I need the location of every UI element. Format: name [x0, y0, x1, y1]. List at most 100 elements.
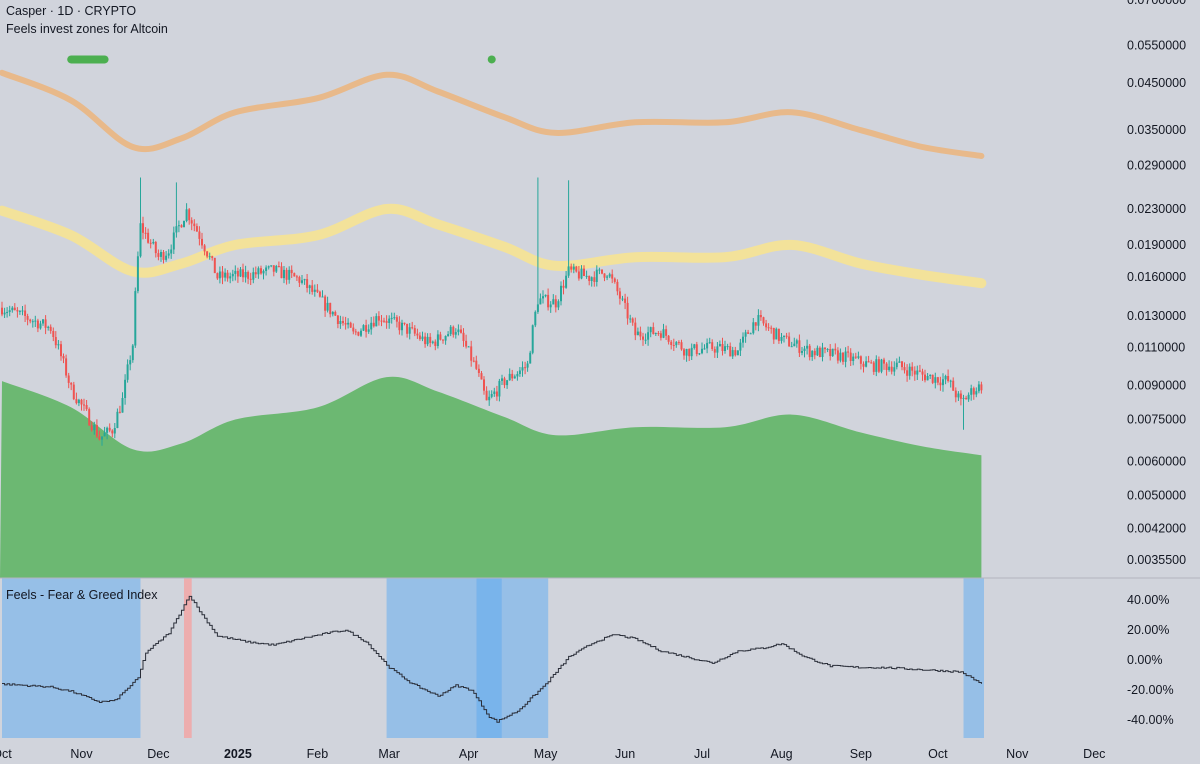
candle-down [190, 220, 193, 224]
candle-up [183, 221, 185, 228]
candle-down [670, 341, 673, 345]
candle-down [770, 327, 773, 329]
candle-up [218, 271, 221, 279]
candle-down [142, 223, 144, 233]
greed-zone [184, 578, 192, 738]
candle-down [980, 384, 983, 391]
candle-up [816, 347, 819, 356]
candle-up [401, 322, 403, 331]
candle-down [88, 409, 91, 426]
candle-down [380, 320, 383, 322]
candle-up [811, 350, 814, 357]
candle-down [1, 307, 3, 315]
candle-down [849, 352, 852, 361]
candle-down [680, 342, 683, 350]
candle-down [952, 380, 955, 391]
candle-up [962, 397, 965, 399]
candle-up [326, 302, 329, 311]
candle-down [836, 350, 839, 361]
candle-down [462, 332, 465, 341]
candle-up [47, 326, 50, 328]
candle-up [621, 298, 624, 300]
candle-up [313, 289, 316, 292]
candle-up [508, 373, 511, 381]
candle-down [72, 384, 75, 400]
candle-down [65, 358, 68, 376]
candle-up [244, 272, 247, 278]
fear-greed-line [2, 595, 982, 723]
candle-down [788, 336, 791, 347]
candle-down [85, 405, 88, 410]
candle-down [316, 289, 319, 292]
candle-down [601, 269, 603, 274]
candle-up [888, 366, 891, 371]
candle-down [695, 344, 698, 355]
candle-up [780, 337, 783, 341]
candle-up [529, 352, 532, 364]
price-tick-label: 0.0230000 [1127, 202, 1186, 216]
candle-down [959, 393, 962, 399]
candle-down [470, 346, 473, 361]
candle-down [416, 333, 419, 336]
upper-band-line [0, 69, 985, 159]
candle-up [749, 333, 752, 335]
candle-up [685, 349, 688, 356]
candle-down [118, 411, 121, 413]
candle-down [44, 319, 47, 328]
candle-down [311, 285, 314, 292]
candle-down [657, 333, 660, 334]
candle-up [949, 380, 952, 382]
candle-down [485, 390, 488, 401]
price-tick-label: 0.0050000 [1127, 489, 1186, 503]
candle-up [942, 379, 944, 386]
candle-down [24, 310, 27, 316]
candle-up [731, 350, 734, 357]
candle-up [77, 399, 80, 404]
candle-down [747, 332, 750, 334]
candle-up [367, 329, 370, 332]
time-tick-label: Dec [147, 747, 169, 761]
candle-down [862, 363, 865, 367]
candle-down [154, 242, 157, 254]
candle-down [16, 310, 19, 312]
candle-down [203, 245, 206, 252]
candle-up [880, 359, 883, 372]
candle-up [106, 427, 109, 433]
candle-down [901, 361, 903, 368]
candle-up [539, 298, 542, 305]
candle-up [301, 280, 303, 283]
lower-zone-area [0, 376, 982, 578]
candle-up [454, 332, 457, 335]
candle-up [926, 376, 929, 381]
price-tick-label: 0.0700000 [1127, 0, 1186, 7]
candle-up [567, 266, 570, 276]
candle-up [967, 394, 970, 400]
candle-up [421, 336, 424, 340]
candle-down [613, 278, 616, 282]
candle-down [688, 349, 691, 357]
candle-down [616, 281, 619, 292]
candle-down [777, 328, 780, 341]
candle-up [262, 270, 265, 274]
candle-down [403, 322, 406, 324]
candle-down [759, 315, 762, 318]
candle-up [408, 327, 411, 334]
candle-up [490, 394, 493, 397]
candle-down [808, 345, 811, 358]
candle-down [593, 277, 596, 282]
candle-up [560, 285, 562, 302]
candle-down [144, 232, 147, 234]
candle-up [565, 275, 568, 288]
candle-up [844, 351, 847, 362]
candle-down [111, 430, 114, 434]
candle-down [813, 350, 816, 356]
candle-up [793, 343, 796, 347]
candle-up [644, 339, 647, 341]
time-tick-label: Nov [1006, 747, 1029, 761]
candle-down [834, 348, 837, 351]
candle-down [221, 271, 224, 278]
candle-up [724, 346, 726, 351]
price-tick-label: 0.0035500 [1127, 553, 1186, 567]
candle-up [185, 209, 188, 221]
